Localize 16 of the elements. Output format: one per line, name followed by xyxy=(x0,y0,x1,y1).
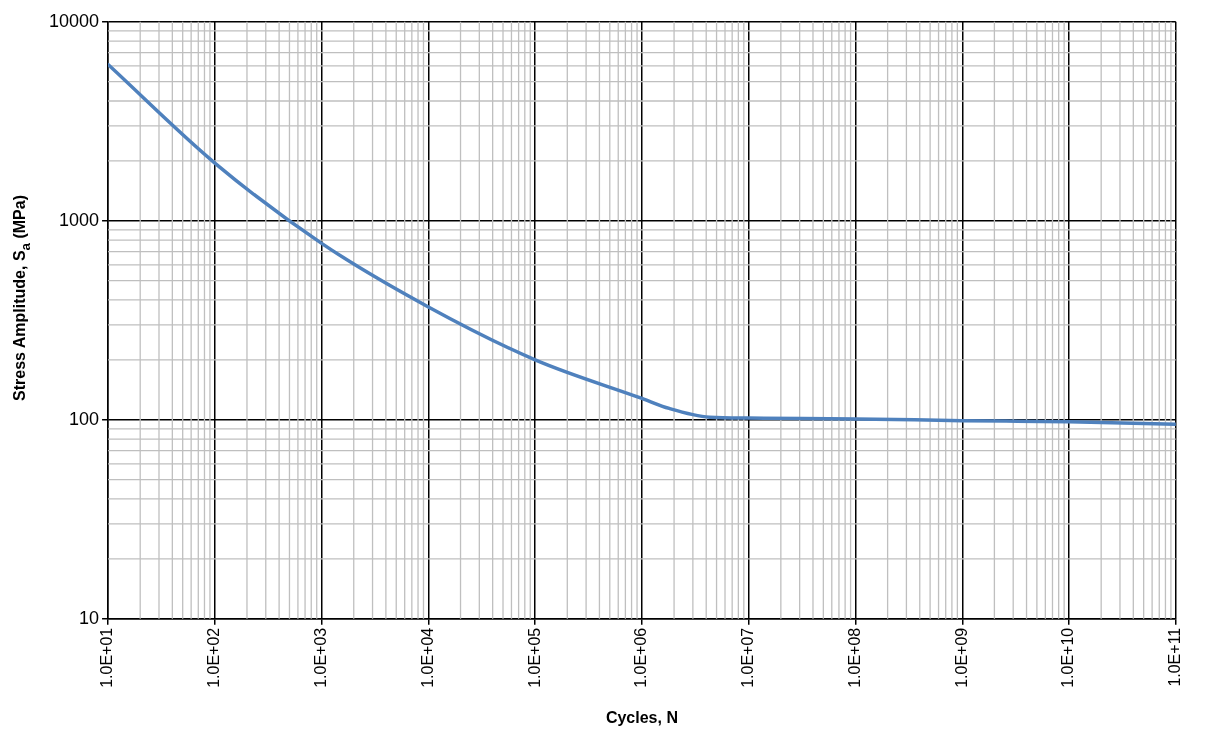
x-tick-label: 1.0E+02 xyxy=(205,627,223,688)
y-tick-label: 10 xyxy=(79,607,100,628)
x-axis-title: Cycles, N xyxy=(605,708,678,726)
x-tick-label: 1.0E+05 xyxy=(525,627,543,688)
y-tick-label: 100 xyxy=(69,408,100,429)
x-tick-label: 1.0E+11 xyxy=(1166,627,1184,687)
y-tick-label: 1000 xyxy=(59,209,100,230)
x-tick-label: 1.0E+08 xyxy=(845,627,863,688)
x-tick-label: 1.0E+10 xyxy=(1059,627,1077,688)
x-tick-label: 1.0E+07 xyxy=(739,627,757,688)
y-tick-label: 10000 xyxy=(48,10,100,31)
x-tick-label: 1.0E+09 xyxy=(952,627,970,688)
x-tick-label: 1.0E+03 xyxy=(312,627,330,688)
x-tick-label: 1.0E+01 xyxy=(98,627,116,688)
x-tick-label: 1.0E+06 xyxy=(632,627,650,688)
x-tick-label: 1.0E+04 xyxy=(418,627,436,688)
